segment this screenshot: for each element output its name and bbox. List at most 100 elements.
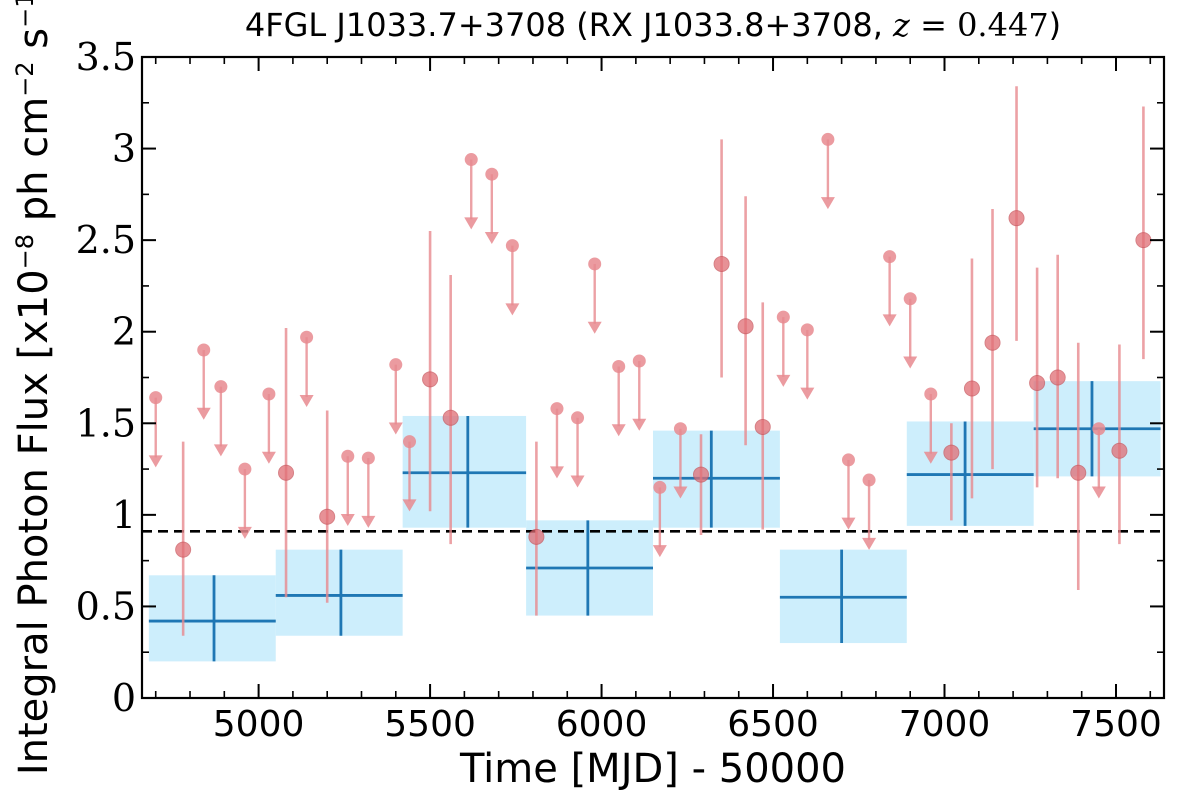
upper-limit-marker-27 <box>924 387 938 401</box>
upper-limit-marker-4 <box>262 387 276 401</box>
upper-limit-arrowhead-26 <box>903 356 918 369</box>
upper-limit-marker-2 <box>214 380 228 394</box>
upper-limit-arrowhead-22 <box>820 197 835 210</box>
upper-limit-arrowhead-9 <box>402 499 417 512</box>
chart-title: 4FGL J1033.7+3708 (RX J1033.8+3708, z = … <box>142 6 1164 44</box>
upper-limit-arrowhead-1 <box>196 407 211 420</box>
upper-limit-arrowhead-28 <box>1091 486 1106 499</box>
upper-limit-marker-21 <box>800 323 814 337</box>
upper-limit-arrowhead-0 <box>148 455 163 468</box>
binned-error-box-1 <box>275 549 403 636</box>
upper-limit-marker-24 <box>862 473 876 487</box>
upper-limit-arrowhead-8 <box>388 422 403 435</box>
upper-limit-arrowhead-18 <box>652 545 667 558</box>
detection-point-6 <box>693 466 710 483</box>
title-equals: = <box>909 6 958 44</box>
detection-point-0 <box>175 541 192 558</box>
y-label-exp1: −8 <box>10 233 39 270</box>
upper-limit-arrowhead-20 <box>776 374 791 387</box>
upper-limit-arrowhead-25 <box>882 314 897 327</box>
upper-limit-marker-3 <box>238 462 252 476</box>
title-z-symbol: z <box>893 6 910 44</box>
upper-limit-marker-23 <box>841 453 855 467</box>
y-label-prefix: Integral Photon Flux [x10 <box>11 269 58 776</box>
upper-limit-marker-6 <box>341 449 355 463</box>
upper-limit-arrowhead-6 <box>340 514 355 527</box>
upper-limit-marker-16 <box>612 360 626 374</box>
title-z-value: 0.447 <box>957 6 1049 44</box>
y-tick-label-7: 3.5 <box>76 35 136 79</box>
upper-limit-arrowhead-2 <box>213 444 228 457</box>
y-tick-label-0: 0 <box>112 676 136 720</box>
upper-limit-arrowhead-14 <box>570 475 585 488</box>
upper-limit-marker-22 <box>821 132 835 146</box>
detection-point-9 <box>754 418 771 435</box>
upper-limit-arrowhead-24 <box>862 537 877 550</box>
y-tick-label-4: 2 <box>112 310 136 354</box>
upper-limit-marker-18 <box>653 480 667 494</box>
detection-point-11 <box>963 380 980 397</box>
upper-limit-arrowhead-21 <box>800 387 815 400</box>
x-tick-label-1: 5500 <box>384 704 476 745</box>
upper-limit-marker-1 <box>197 343 211 357</box>
upper-limit-arrowhead-11 <box>484 231 499 244</box>
detection-point-14 <box>1029 374 1046 391</box>
upper-limit-marker-26 <box>903 292 917 306</box>
upper-limit-arrowhead-27 <box>923 451 938 464</box>
upper-limit-marker-15 <box>588 257 602 271</box>
title-prefix: 4FGL J1033.7+3708 (RX J1033.8+3708, <box>244 6 894 44</box>
x-tick-label-5: 7500 <box>1070 704 1162 745</box>
detection-point-1 <box>278 464 295 481</box>
upper-limit-marker-0 <box>149 391 163 405</box>
y-tick-label-6: 3 <box>112 127 136 171</box>
upper-limit-marker-20 <box>776 310 790 324</box>
upper-limit-arrowhead-3 <box>237 526 252 539</box>
upper-limit-arrowhead-13 <box>549 466 564 479</box>
upper-limit-marker-17 <box>632 354 646 368</box>
y-tick-label-5: 2.5 <box>76 218 136 262</box>
detection-point-8 <box>737 318 754 335</box>
upper-limit-arrowhead-4 <box>261 451 276 464</box>
detection-point-15 <box>1049 369 1066 386</box>
detection-point-12 <box>984 334 1001 351</box>
y-label-middle2: s <box>11 27 58 62</box>
y-label-middle: ph cm <box>11 96 58 234</box>
upper-limit-marker-13 <box>550 402 564 416</box>
y-tick-label-3: 1.5 <box>76 401 136 445</box>
upper-limit-arrowhead-16 <box>611 424 626 437</box>
x-axis-label: Time [MJD] - 50000 <box>459 746 847 792</box>
detection-point-4 <box>442 409 459 426</box>
upper-limit-arrowhead-5 <box>299 394 314 407</box>
detection-point-13 <box>1008 210 1025 227</box>
upper-limit-arrowhead-7 <box>361 515 376 528</box>
detection-point-18 <box>1135 232 1152 249</box>
upper-limit-marker-8 <box>389 358 403 372</box>
y-label-exp2: −2 <box>10 61 39 97</box>
x-tick-label-2: 6000 <box>556 704 648 745</box>
upper-limit-marker-10 <box>464 153 478 167</box>
title-suffix: ) <box>1048 6 1062 44</box>
upper-limit-marker-7 <box>361 451 375 465</box>
y-tick-label-2: 1 <box>112 493 136 537</box>
upper-limit-marker-12 <box>505 239 519 253</box>
upper-limit-marker-11 <box>485 167 499 181</box>
upper-limit-arrowhead-10 <box>464 217 479 230</box>
detection-point-10 <box>943 444 960 461</box>
y-label-exp3: −1 <box>10 0 39 28</box>
detection-point-2 <box>319 508 336 525</box>
upper-limit-marker-9 <box>403 435 417 449</box>
upper-limit-arrowhead-23 <box>841 517 856 530</box>
x-tick-label-0: 5000 <box>213 704 305 745</box>
upper-limit-arrowhead-19 <box>673 486 688 499</box>
y-tick-label-1: 0.5 <box>76 584 136 628</box>
x-tick-label-4: 7000 <box>899 704 991 745</box>
upper-limit-marker-14 <box>571 411 585 425</box>
upper-limit-marker-5 <box>300 330 314 344</box>
y-axis-label: Integral Photon Flux [x10−8 ph cm−2 s−1] <box>11 0 57 775</box>
upper-limit-marker-25 <box>883 250 897 264</box>
detection-point-17 <box>1111 442 1128 459</box>
detection-point-16 <box>1070 464 1087 481</box>
upper-limit-arrowhead-12 <box>505 303 520 316</box>
